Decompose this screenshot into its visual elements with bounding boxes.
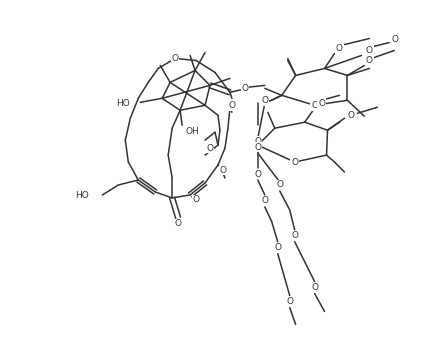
- Text: O: O: [254, 137, 261, 146]
- Text: O: O: [366, 46, 373, 55]
- Text: O: O: [366, 56, 373, 65]
- Text: O: O: [336, 44, 343, 53]
- Text: OH: OH: [185, 127, 199, 136]
- Text: O: O: [172, 54, 179, 63]
- Text: O: O: [219, 165, 227, 175]
- Text: O: O: [261, 197, 268, 205]
- Text: HO: HO: [75, 192, 89, 200]
- Text: O: O: [392, 35, 399, 44]
- Text: O: O: [175, 219, 181, 228]
- Text: O: O: [291, 158, 298, 166]
- Text: O: O: [348, 111, 355, 120]
- Text: O: O: [206, 144, 214, 153]
- Text: O: O: [291, 231, 298, 240]
- Text: O: O: [261, 96, 268, 105]
- Text: O: O: [318, 99, 325, 108]
- Text: O: O: [241, 84, 249, 93]
- Text: O: O: [286, 297, 293, 306]
- Text: O: O: [311, 101, 318, 110]
- Text: O: O: [228, 101, 235, 110]
- Text: O: O: [192, 195, 200, 204]
- Text: O: O: [254, 170, 261, 179]
- Text: O: O: [276, 180, 283, 189]
- Text: O: O: [254, 142, 261, 152]
- Text: HO: HO: [116, 99, 130, 108]
- Text: O: O: [311, 283, 318, 292]
- Text: O: O: [274, 243, 281, 252]
